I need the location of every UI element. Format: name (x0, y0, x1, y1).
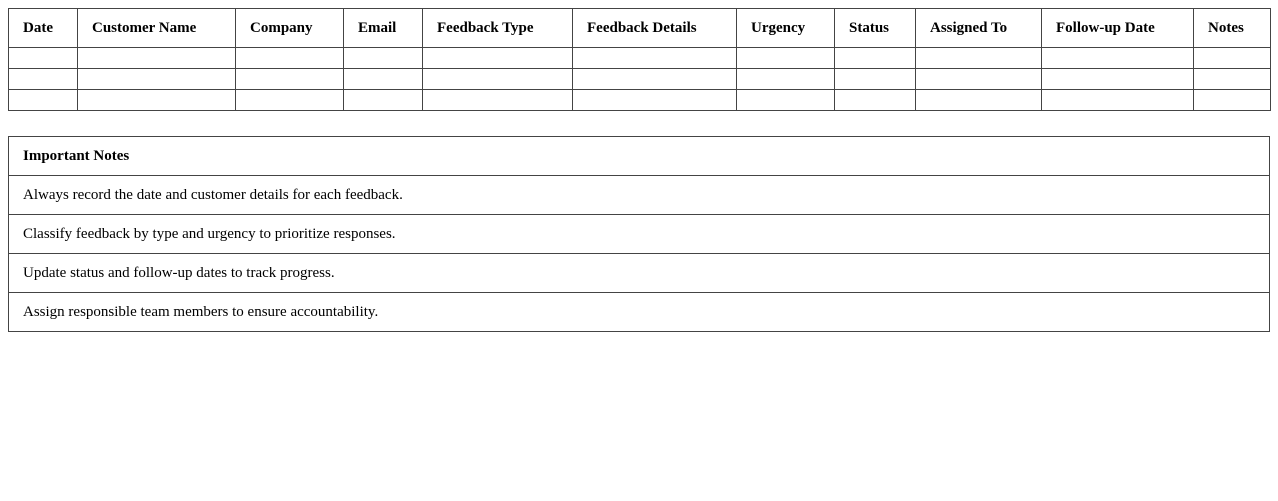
table-cell[interactable] (235, 68, 344, 90)
column-header: Follow-up Date (1041, 8, 1194, 48)
table-cell[interactable] (77, 89, 236, 111)
table-cell[interactable] (1041, 47, 1194, 69)
column-header: Status (834, 8, 916, 48)
column-header: Notes (1193, 8, 1271, 48)
table-row (8, 47, 1271, 69)
header-row: Date Customer Name Company Email Feedback Ty… (8, 8, 1271, 48)
column-header: Feedback Details (572, 8, 737, 48)
table-cell[interactable] (1041, 89, 1194, 111)
table-cell[interactable] (77, 47, 236, 69)
table-cell[interactable] (8, 47, 78, 69)
column-header: Date (8, 8, 78, 48)
table-cell[interactable] (1193, 89, 1271, 111)
table-cell[interactable] (834, 47, 916, 69)
feedback-table: Date Customer Name Company Email Feedback Ty… (8, 8, 1271, 111)
table-cell[interactable] (915, 47, 1042, 69)
table-cell[interactable] (77, 68, 236, 90)
table-cell[interactable] (572, 47, 737, 69)
table-cell[interactable] (8, 68, 78, 90)
column-header: Feedback Type (422, 8, 573, 48)
table-cell[interactable] (343, 68, 423, 90)
table-cell[interactable] (235, 89, 344, 111)
table-cell[interactable] (834, 68, 916, 90)
table-cell[interactable] (736, 47, 835, 69)
table-row (8, 89, 1271, 111)
column-header: Urgency (736, 8, 835, 48)
table-cell[interactable] (572, 89, 737, 111)
important-notes-table: Important Notes Always record the date a… (8, 136, 1270, 332)
note-item: Update status and follow-up dates to tra… (8, 253, 1270, 293)
table-cell[interactable] (1193, 68, 1271, 90)
table-cell[interactable] (736, 68, 835, 90)
table-cell[interactable] (422, 68, 573, 90)
column-header: Customer Name (77, 8, 236, 48)
table-cell[interactable] (343, 89, 423, 111)
column-header: Company (235, 8, 344, 48)
notes-title: Important Notes (8, 136, 1270, 176)
table-cell[interactable] (1193, 47, 1271, 69)
note-item: Assign responsible team members to ensur… (8, 292, 1270, 332)
note-item: Classify feedback by type and urgency to… (8, 214, 1270, 254)
table-cell[interactable] (834, 89, 916, 111)
table-row (8, 68, 1271, 90)
table-cell[interactable] (915, 68, 1042, 90)
table-cell[interactable] (235, 47, 344, 69)
column-header: Email (343, 8, 423, 48)
table-cell[interactable] (343, 47, 423, 69)
table-cell[interactable] (422, 89, 573, 111)
table-cell[interactable] (736, 89, 835, 111)
table-cell[interactable] (422, 47, 573, 69)
column-header: Assigned To (915, 8, 1042, 48)
table-cell[interactable] (572, 68, 737, 90)
table-cell[interactable] (1041, 68, 1194, 90)
note-item: Always record the date and customer deta… (8, 175, 1270, 215)
table-cell[interactable] (8, 89, 78, 111)
table-cell[interactable] (915, 89, 1042, 111)
